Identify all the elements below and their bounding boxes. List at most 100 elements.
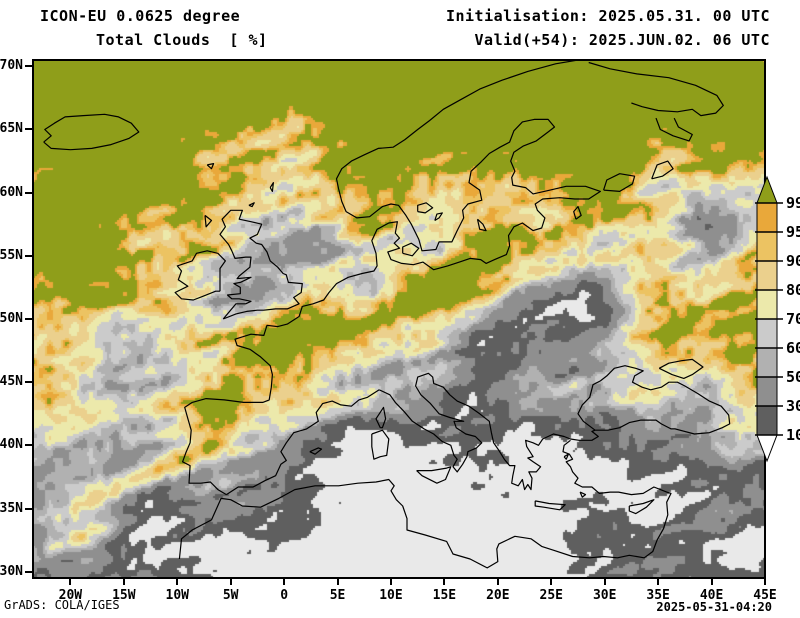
coastline-path (204, 214, 213, 228)
lon-tick-mark (496, 579, 499, 585)
lon-tick-mark (443, 579, 446, 585)
model-title: ICON-EU 0.0625 degree (40, 7, 241, 25)
coastline-path (309, 447, 323, 455)
coastline-path (588, 61, 724, 117)
coastline-path (416, 466, 452, 484)
coastline-path (476, 218, 487, 232)
colorbar-top-arrow (756, 175, 778, 204)
lon-tick-label: 20E (486, 588, 510, 603)
coastline-path (219, 209, 303, 320)
lon-tick-mark (283, 579, 286, 585)
colorbar-segment (757, 232, 777, 261)
lat-tick-label: 60N (0, 184, 23, 200)
colorbar-segment (757, 290, 777, 319)
lat-tick-mark (25, 444, 32, 447)
coastline-path (206, 162, 215, 170)
lat-tick-label: 55N (0, 247, 23, 263)
lat-tick-mark (25, 191, 32, 194)
coastline-path (417, 202, 434, 214)
lon-tick-label: 10E (379, 588, 403, 603)
lat-tick-label: 30N (0, 563, 23, 579)
lon-tick-mark (69, 579, 72, 585)
lon-tick-label: 30E (592, 588, 617, 603)
colorbar-tick-label: 70 (786, 310, 800, 328)
colorbar-segment (757, 406, 777, 435)
lat-tick-label: 40N (0, 437, 23, 453)
coastline-path (182, 60, 602, 496)
coastline-overlay (43, 60, 731, 569)
lon-tick-mark (122, 579, 125, 585)
coastline-path (248, 202, 255, 208)
coastline-path (573, 206, 582, 220)
coastline-path (371, 429, 390, 460)
creation-timestamp: 2025-05-31-04:20 (656, 600, 772, 614)
lat-tick-mark (25, 128, 32, 131)
lon-tick-label: 20W (58, 588, 83, 603)
coastline-path (174, 250, 226, 301)
lat-tick-mark (25, 381, 32, 384)
lat-tick-label: 65N (0, 121, 23, 137)
coastline-path (434, 212, 443, 222)
colorbar-bottom-arrow (756, 434, 778, 463)
coastline-path (628, 499, 655, 515)
lon-tick-label: 15W (112, 588, 136, 603)
coastline-path (226, 389, 380, 496)
grads-credit: GrADS: COLA/IGES (4, 598, 120, 612)
lat-tick-label: 35N (0, 500, 23, 516)
colorbar-tick-label: 95 (786, 223, 800, 241)
lat-tick-mark (25, 254, 32, 257)
lon-tick-mark (764, 579, 766, 585)
coastline-path (43, 113, 140, 151)
map-plot-area (33, 60, 765, 578)
lon-tick-label: 40E (699, 588, 724, 603)
lon-tick-mark (389, 579, 392, 585)
lon-tick-mark (336, 579, 339, 585)
colorbar-tick-label: 99.5 (786, 194, 800, 212)
colorbar-tick-label: 10 (786, 426, 800, 444)
lon-tick-mark (603, 579, 606, 585)
product-title: Total Clouds [ %] (96, 31, 268, 49)
coastline-path (651, 160, 674, 180)
lat-tick-mark (25, 65, 32, 68)
colorbar-tick-label: 80 (786, 281, 800, 299)
lat-tick-mark (25, 507, 32, 510)
lon-tick-label: 5W (222, 588, 239, 603)
lon-tick-mark (710, 579, 713, 585)
lat-tick-mark (25, 318, 32, 320)
lon-tick-mark (229, 579, 232, 585)
coastline-path (375, 406, 387, 429)
colorbar-segment (757, 319, 777, 348)
colorbar-segment (757, 203, 777, 232)
coastline-path (563, 453, 570, 460)
lat-tick-mark (25, 570, 32, 573)
colorbar-tick-label: 50 (786, 368, 800, 386)
coastline-path (579, 491, 587, 498)
lon-tick-label: 0 (280, 588, 289, 603)
coastline-path (378, 372, 599, 491)
lon-tick-mark (176, 579, 179, 585)
lon-tick-mark (657, 579, 660, 585)
lat-tick-label: 45N (0, 374, 23, 390)
coastline-path (658, 358, 704, 379)
colorbar: 99.5 95 90 80 70 60 50 30 10 (755, 175, 800, 463)
colorbar-segment (757, 348, 777, 377)
lon-tick-label: 45E (753, 588, 777, 603)
coastline-path (603, 173, 636, 192)
colorbar-segment (757, 377, 777, 406)
coastline-path (655, 117, 693, 142)
cloud-field-canvas (33, 60, 765, 578)
coastline-path (402, 242, 420, 257)
colorbar-tick-label: 30 (786, 397, 800, 415)
lon-tick-label: 35E (646, 588, 670, 603)
colorbar-tick-label: 90 (786, 252, 800, 270)
colorbar-segment (757, 261, 777, 290)
colorbar-tick-label: 60 (786, 339, 800, 357)
lat-tick-label: 70N (0, 58, 23, 74)
valid-time-label: Valid(+54): 2025.JUN.02. 06 UTC (474, 31, 770, 49)
lat-tick-label: 50N (0, 311, 23, 326)
lon-tick-label: 25E (539, 588, 563, 603)
lon-tick-label: 5E (329, 588, 346, 603)
lon-tick-label: 15E (432, 588, 457, 603)
init-time-label: Initialisation: 2025.05.31. 00 UTC (445, 7, 770, 25)
